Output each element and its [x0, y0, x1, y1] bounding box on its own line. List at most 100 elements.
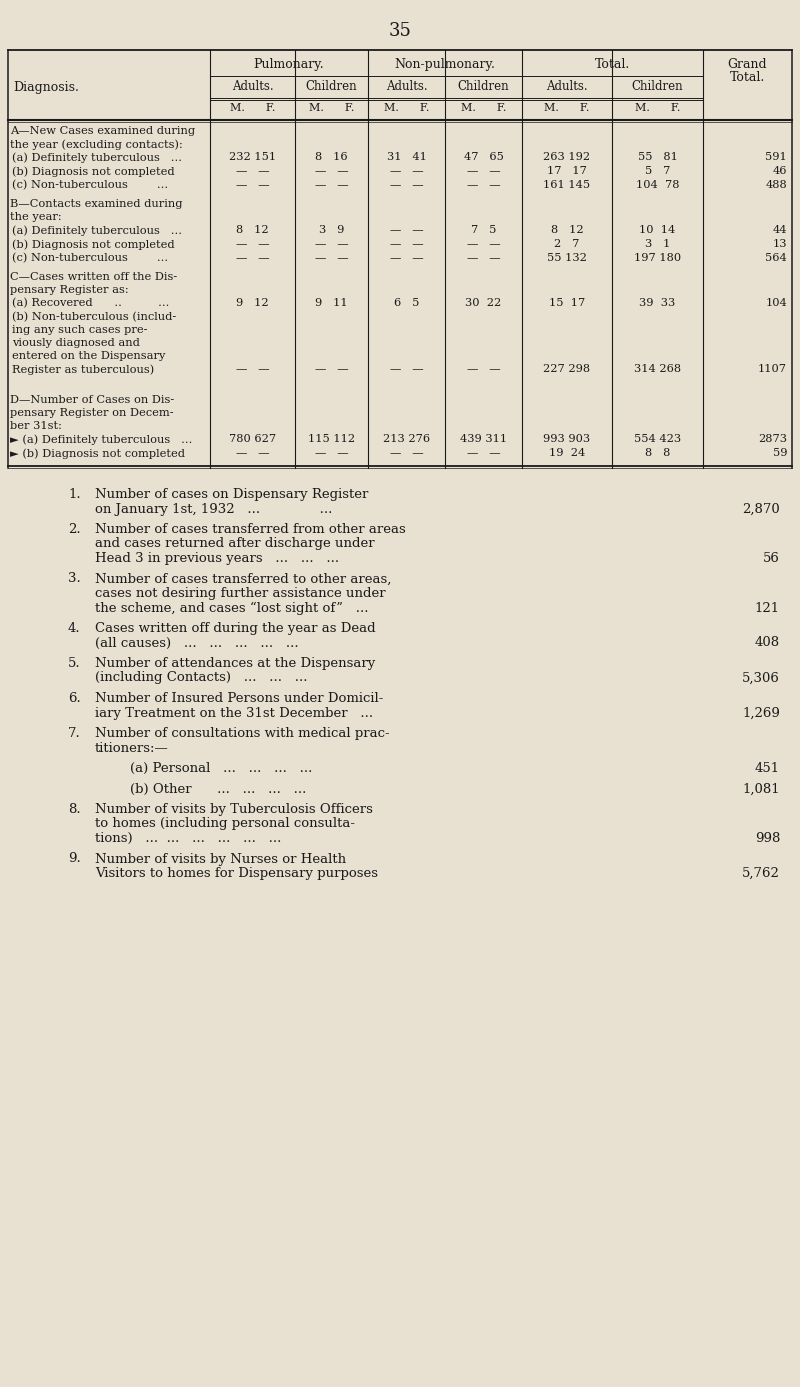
Text: Number of visits by Tuberculosis Officers: Number of visits by Tuberculosis Officer…: [95, 803, 373, 816]
Text: 31   41: 31 41: [386, 153, 426, 162]
Text: 55   81: 55 81: [638, 153, 678, 162]
Text: —   —: — —: [466, 448, 500, 458]
Text: Children: Children: [306, 80, 358, 93]
Text: Visitors to homes for Dispensary purposes: Visitors to homes for Dispensary purpose…: [95, 867, 378, 879]
Text: 7   5: 7 5: [471, 225, 496, 234]
Text: 44: 44: [773, 225, 787, 234]
Text: (b) Diagnosis not completed: (b) Diagnosis not completed: [12, 239, 174, 250]
Text: Adults.: Adults.: [386, 80, 427, 93]
Text: 451: 451: [755, 761, 780, 775]
Text: 161 145: 161 145: [543, 180, 590, 190]
Text: 55 132: 55 132: [547, 252, 587, 264]
Text: 8   16: 8 16: [315, 153, 348, 162]
Text: —   —: — —: [390, 239, 423, 250]
Text: (c) Non-tuberculous        ...: (c) Non-tuberculous ...: [12, 180, 168, 190]
Text: 5,306: 5,306: [742, 671, 780, 685]
Text: 8   8: 8 8: [645, 448, 670, 458]
Text: 314 268: 314 268: [634, 363, 681, 374]
Text: 104: 104: [766, 298, 787, 308]
Text: Pulmonary.: Pulmonary.: [254, 58, 324, 71]
Text: —   —: — —: [466, 363, 500, 374]
Text: 5   7: 5 7: [645, 166, 670, 176]
Text: —   —: — —: [236, 239, 270, 250]
Text: (b) Diagnosis not completed: (b) Diagnosis not completed: [12, 166, 174, 176]
Text: M.      F.: M. F.: [384, 103, 429, 112]
Text: —   —: — —: [390, 180, 423, 190]
Text: 780 627: 780 627: [229, 434, 276, 444]
Text: iary Treatment on the 31st December   ...: iary Treatment on the 31st December ...: [95, 706, 373, 720]
Text: Number of cases on Dispensary Register: Number of cases on Dispensary Register: [95, 488, 368, 501]
Text: 8.: 8.: [68, 803, 81, 816]
Text: 115 112: 115 112: [308, 434, 355, 444]
Text: M.      F.: M. F.: [544, 103, 590, 112]
Text: (a) Definitely tuberculous   ...: (a) Definitely tuberculous ...: [12, 225, 182, 236]
Text: 998: 998: [754, 832, 780, 845]
Text: 15  17: 15 17: [549, 298, 585, 308]
Text: D—Number of Cases on Dis-: D—Number of Cases on Dis-: [10, 395, 174, 405]
Text: ► (a) Definitely tuberculous   ...: ► (a) Definitely tuberculous ...: [10, 434, 192, 445]
Text: (b) Other      ...   ...   ...   ...: (b) Other ... ... ... ...: [130, 782, 306, 796]
Text: 5.: 5.: [68, 657, 81, 670]
Text: Number of cases transferred from other areas: Number of cases transferred from other a…: [95, 523, 406, 535]
Text: 232 151: 232 151: [229, 153, 276, 162]
Text: 2   7: 2 7: [554, 239, 580, 250]
Text: ► (b) Diagnosis not completed: ► (b) Diagnosis not completed: [10, 448, 185, 459]
Text: —   —: — —: [236, 166, 270, 176]
Text: 17   17: 17 17: [547, 166, 587, 176]
Text: entered on the Dispensary: entered on the Dispensary: [12, 351, 166, 361]
Text: Diagnosis.: Diagnosis.: [13, 80, 79, 94]
Text: —   —: — —: [466, 252, 500, 264]
Text: 439 311: 439 311: [460, 434, 507, 444]
Text: —   —: — —: [390, 225, 423, 234]
Text: 1.: 1.: [68, 488, 81, 501]
Text: —   —: — —: [390, 448, 423, 458]
Text: —   —: — —: [236, 252, 270, 264]
Text: —   —: — —: [390, 252, 423, 264]
Text: 3.: 3.: [68, 573, 81, 585]
Text: —   —: — —: [466, 180, 500, 190]
Text: 4.: 4.: [68, 621, 81, 635]
Text: —   —: — —: [314, 180, 348, 190]
Text: 9.: 9.: [68, 853, 81, 865]
Text: 6   5: 6 5: [394, 298, 419, 308]
Text: ing any such cases pre-: ing any such cases pre-: [12, 325, 147, 336]
Text: (all causes)   ...   ...   ...   ...   ...: (all causes) ... ... ... ... ...: [95, 637, 298, 649]
Text: Adults.: Adults.: [232, 80, 274, 93]
Text: 121: 121: [755, 602, 780, 614]
Text: —   —: — —: [466, 166, 500, 176]
Text: titioners:—: titioners:—: [95, 742, 169, 755]
Text: (including Contacts)   ...   ...   ...: (including Contacts) ... ... ...: [95, 671, 307, 685]
Text: Adults.: Adults.: [546, 80, 588, 93]
Text: 3   1: 3 1: [645, 239, 670, 250]
Text: —   —: — —: [390, 363, 423, 374]
Text: Number of attendances at the Dispensary: Number of attendances at the Dispensary: [95, 657, 375, 670]
Text: 1,269: 1,269: [742, 706, 780, 720]
Text: cases not desiring further assistance under: cases not desiring further assistance un…: [95, 587, 386, 601]
Text: 1107: 1107: [758, 363, 787, 374]
Text: 488: 488: [766, 180, 787, 190]
Text: Register as tuberculous): Register as tuberculous): [12, 363, 154, 374]
Text: viously diagnosed and: viously diagnosed and: [12, 338, 140, 348]
Text: 46: 46: [773, 166, 787, 176]
Text: A—New Cases examined during: A—New Cases examined during: [10, 126, 195, 136]
Text: 564: 564: [766, 252, 787, 264]
Text: (a) Personal   ...   ...   ...   ...: (a) Personal ... ... ... ...: [130, 761, 312, 775]
Text: B—Contacts examined during: B—Contacts examined during: [10, 198, 182, 209]
Text: (c) Non-tuberculous        ...: (c) Non-tuberculous ...: [12, 252, 168, 264]
Text: 6.: 6.: [68, 692, 81, 705]
Text: C—Cases written off the Dis-: C—Cases written off the Dis-: [10, 272, 178, 282]
Text: —   —: — —: [314, 363, 348, 374]
Text: M.      F.: M. F.: [230, 103, 275, 112]
Text: 8   12: 8 12: [236, 225, 269, 234]
Text: 408: 408: [755, 637, 780, 649]
Text: 104  78: 104 78: [636, 180, 679, 190]
Text: —   —: — —: [236, 448, 270, 458]
Text: (a) Definitely tuberculous   ...: (a) Definitely tuberculous ...: [12, 153, 182, 162]
Text: (a) Recovered      ..          ...: (a) Recovered .. ...: [12, 298, 170, 308]
Text: 19  24: 19 24: [549, 448, 585, 458]
Text: 8   12: 8 12: [550, 225, 583, 234]
Text: 9   12: 9 12: [236, 298, 269, 308]
Text: Cases written off during the year as Dead: Cases written off during the year as Dea…: [95, 621, 376, 635]
Text: 47   65: 47 65: [463, 153, 503, 162]
Text: 554 423: 554 423: [634, 434, 681, 444]
